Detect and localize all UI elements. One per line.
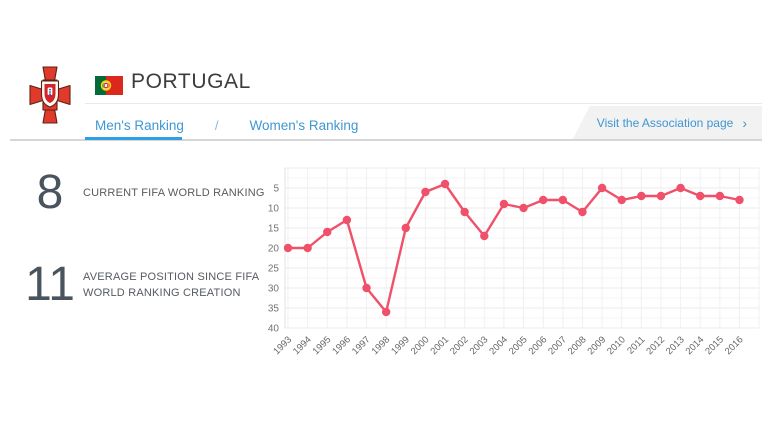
data-point-2012[interactable] [656, 191, 666, 201]
x-tick-label: 2010 [605, 334, 628, 357]
x-tick-label: 2008 [566, 334, 589, 357]
data-point-2005[interactable] [519, 203, 528, 213]
x-tick-label: 2016 [723, 334, 746, 357]
data-point-2007[interactable] [558, 195, 568, 205]
x-tick-label: 1994 [291, 334, 314, 357]
association-page-link[interactable]: Visit the Association page › [572, 106, 762, 139]
data-point-2016[interactable] [735, 195, 744, 205]
x-tick-label: 2015 [703, 334, 726, 357]
portugal-flag-icon [95, 76, 123, 95]
tab-separator: / [214, 117, 219, 133]
data-point-2004[interactable] [499, 199, 509, 209]
y-tick-label: 15 [268, 224, 280, 235]
y-tick-label: 5 [273, 184, 279, 195]
x-tick-label: 2003 [468, 334, 491, 357]
current-ranking-label: CURRENT FIFA WORLD RANKING [83, 187, 265, 200]
ranking-history-chart: 5 10 15 20 25 30 35 401993199419951996199719981… [268, 167, 760, 357]
title-divider [85, 103, 762, 104]
x-tick-label: 1998 [370, 334, 393, 357]
x-tick-label: 2005 [507, 334, 530, 357]
x-tick-label: 2007 [546, 334, 569, 357]
stat-average-position: 11 AVERAGE POSITION SINCE FIFA WORLD RAN… [24, 258, 265, 311]
data-point-2001[interactable] [440, 179, 450, 189]
association-page-link-label: Visit the Association page [596, 115, 734, 130]
y-tick-label: 10 [268, 204, 280, 215]
y-tick-label: 40 [268, 324, 280, 335]
average-position-value: 11 [25, 258, 75, 311]
fpf-crest-icon [28, 66, 72, 124]
x-tick-label: 2014 [684, 334, 707, 357]
data-point-2002[interactable] [460, 207, 469, 217]
data-point-1996[interactable] [342, 215, 352, 225]
average-position-label: AVERAGE POSITION SINCE FIFA WORLD RANKIN… [83, 271, 259, 300]
x-tick-label: 1993 [271, 334, 294, 357]
data-point-2015[interactable] [715, 191, 725, 201]
data-point-1997[interactable] [362, 283, 371, 293]
x-tick-label: 2009 [585, 334, 608, 357]
y-tick-label: 20 [268, 244, 280, 255]
y-tick-label: 35 [268, 304, 280, 315]
x-tick-label: 1997 [350, 334, 373, 357]
chevron-right-icon: › [742, 114, 747, 131]
stat-current-ranking: 8 CURRENT FIFA WORLD RANKING [24, 166, 283, 219]
tab-womens-ranking[interactable]: Women's Ranking [249, 117, 359, 133]
data-point-2014[interactable] [696, 191, 705, 201]
data-point-2011[interactable] [637, 191, 646, 201]
x-tick-label: 2013 [664, 334, 687, 357]
x-tick-label: 2001 [428, 334, 451, 357]
data-point-1993[interactable] [283, 243, 293, 253]
x-tick-label: 2000 [409, 334, 432, 357]
x-tick-label: 2006 [527, 334, 550, 357]
page-title: PORTUGAL [131, 70, 251, 93]
x-tick-label: 1995 [311, 334, 334, 357]
data-point-1994[interactable] [303, 243, 312, 253]
x-tick-label: 2012 [644, 334, 667, 357]
x-tick-label: 1996 [330, 334, 353, 357]
x-tick-label: 1999 [389, 334, 412, 357]
data-point-1998[interactable] [381, 307, 391, 317]
data-point-2008[interactable] [578, 207, 587, 217]
tab-underline [10, 139, 762, 141]
data-point-2009[interactable] [597, 183, 607, 193]
data-point-2010[interactable] [617, 195, 626, 205]
x-tick-label: 2002 [448, 334, 471, 357]
x-tick-label: 2011 [625, 334, 647, 356]
current-ranking-value: 8 [36, 166, 64, 219]
x-tick-label: 2004 [487, 334, 510, 357]
ranking-tabs: Men's Ranking / Women's Ranking [95, 112, 358, 138]
data-point-1999[interactable] [401, 223, 410, 233]
data-point-2003[interactable] [480, 231, 489, 241]
tab-underline-active [85, 137, 182, 140]
y-tick-label: 25 [268, 264, 280, 275]
data-point-2000[interactable] [421, 187, 430, 197]
y-tick-label: 30 [268, 284, 280, 295]
data-point-1995[interactable] [323, 227, 332, 237]
data-point-2013[interactable] [676, 183, 685, 193]
data-point-2006[interactable] [538, 195, 548, 205]
tab-mens-ranking[interactable]: Men's Ranking [95, 117, 184, 133]
